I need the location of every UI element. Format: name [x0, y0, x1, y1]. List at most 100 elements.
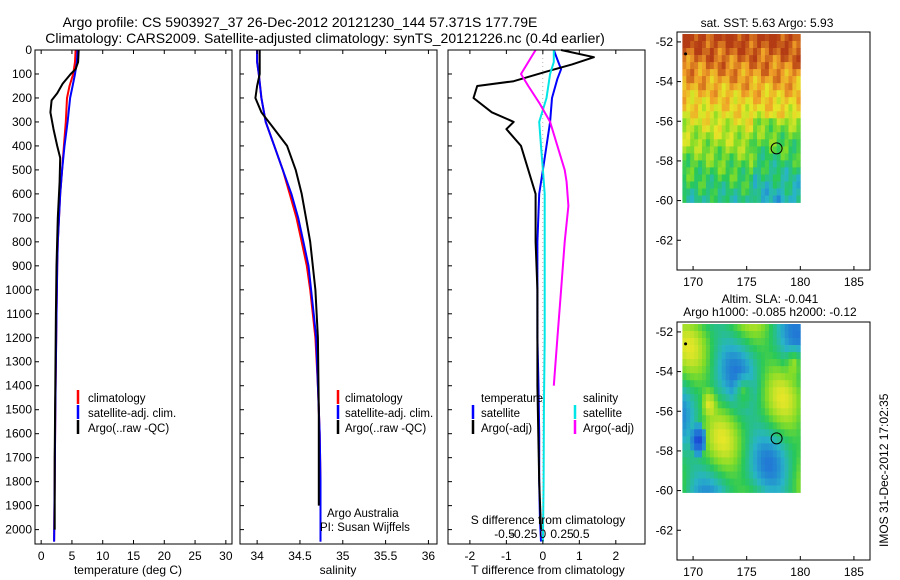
heatmap-cell — [705, 352, 711, 360]
heatmap-cell — [682, 55, 687, 63]
heatmap-cell — [725, 366, 730, 374]
heatmap-cell — [717, 139, 722, 147]
heatmap-cell — [702, 90, 707, 98]
heatmap-cell — [729, 111, 734, 119]
heatmap-cell — [788, 408, 793, 416]
heatmap-cell — [698, 436, 703, 444]
heatmap-cell — [780, 153, 785, 161]
y-tick-label: 0 — [25, 43, 32, 57]
heatmap-cell — [709, 324, 715, 332]
heatmap-cell — [686, 160, 691, 168]
top-x-tick-label: 0.5 — [573, 527, 590, 541]
heatmap-cell — [792, 338, 797, 346]
heatmap-cell — [796, 132, 801, 140]
heatmap-cell — [784, 359, 789, 367]
heatmap-cell — [709, 174, 715, 182]
heatmap-cell — [788, 324, 793, 332]
heatmap-cell — [717, 195, 722, 203]
heatmap-cell — [776, 324, 781, 332]
heatmap-cell — [745, 352, 750, 360]
heatmap-cell — [784, 401, 789, 409]
heatmap-cell — [741, 359, 746, 367]
heatmap-cell — [796, 69, 801, 77]
heatmap-cell — [784, 97, 789, 105]
heatmap-cell — [792, 450, 797, 458]
map-y-tick-label: -60 — [656, 194, 674, 208]
x-tick-label: 5 — [69, 549, 76, 563]
heatmap-cell — [749, 387, 754, 395]
heatmap-cell — [772, 366, 778, 374]
heatmap-cell — [705, 111, 711, 119]
heatmap-cell — [784, 69, 789, 77]
heatmap-cell — [768, 485, 774, 493]
heatmap-cell — [741, 160, 746, 168]
heatmap-cell — [705, 366, 711, 374]
heatmap-cell — [709, 478, 715, 486]
heatmap-cell — [792, 394, 797, 402]
heatmap-cell — [705, 338, 711, 346]
heatmap-cell — [772, 478, 778, 486]
heatmap-cell — [784, 415, 789, 423]
heatmap-cell — [682, 153, 687, 161]
heatmap-cell — [796, 34, 801, 42]
heatmap-cell — [788, 366, 793, 374]
heatmap-cell — [792, 132, 797, 140]
heatmap-cell — [741, 422, 746, 430]
heatmap-cell — [757, 188, 762, 196]
heatmap-cell — [682, 181, 687, 189]
heatmap-cell — [745, 338, 750, 346]
heatmap-cell — [768, 118, 774, 126]
legend-label-satellite: satellite-adj. clim. — [345, 408, 433, 420]
heatmap-cell — [784, 111, 789, 119]
heatmap-cell — [682, 457, 687, 465]
heatmap-cell — [737, 69, 742, 77]
heatmap-cell — [709, 167, 715, 175]
heatmap-cell — [729, 338, 734, 346]
heatmap-cell — [702, 83, 707, 91]
heatmap-cell — [749, 380, 754, 388]
heatmap-cell — [768, 48, 774, 56]
y-tick-label: 1300 — [5, 355, 32, 369]
heatmap-cell — [721, 69, 726, 77]
heatmap-cell — [702, 160, 707, 168]
heatmap-cell — [682, 401, 687, 409]
heatmap-cell — [788, 139, 793, 147]
heatmap-cell — [772, 422, 778, 430]
heatmap-cell — [702, 76, 707, 84]
heatmap-cell — [737, 345, 742, 353]
heatmap-cell — [733, 118, 738, 126]
heatmap-cell — [768, 387, 774, 395]
map-y-tick-label: -56 — [656, 404, 674, 418]
heatmap-cell — [792, 139, 797, 147]
heatmap-cell — [764, 111, 770, 119]
heatmap-cell — [702, 443, 707, 451]
heatmap-cell — [698, 188, 703, 196]
heatmap-cell — [764, 167, 770, 175]
heatmap-cell — [757, 443, 762, 451]
heatmap-cell — [780, 373, 785, 381]
heatmap-cell — [792, 118, 797, 126]
map-x-tick-label: 175 — [737, 565, 757, 579]
heatmap-cell — [713, 83, 719, 91]
heatmap-cell — [776, 359, 781, 367]
heatmap-cell — [698, 97, 703, 105]
difference-panel: -2 -1 0 1 2 -0.5-0.25 0 0.25 0.5 S difference f… — [447, 49, 646, 577]
x-tick-label: 15 — [127, 549, 141, 563]
series-line-difference-0 — [536, 49, 563, 542]
heatmap-cell — [702, 471, 707, 479]
heatmap-cell — [749, 90, 754, 98]
heatmap-cell — [737, 181, 742, 189]
heatmap-cell — [753, 436, 758, 444]
heatmap-cell — [725, 104, 730, 112]
heatmap-cell — [768, 97, 774, 105]
heatmap-cell — [745, 160, 750, 168]
sst-map-ticks: 170 175 180 185-52-54-56-58-60-62 — [656, 35, 865, 289]
heatmap-cell — [729, 485, 734, 493]
heatmap-cell — [721, 471, 726, 479]
heatmap-cell — [709, 443, 715, 451]
heatmap-cell — [796, 485, 801, 493]
heatmap-cell — [705, 457, 711, 465]
heatmap-cell — [729, 387, 734, 395]
heatmap-cell — [776, 146, 781, 154]
x-tick-label: 2 — [612, 549, 619, 563]
